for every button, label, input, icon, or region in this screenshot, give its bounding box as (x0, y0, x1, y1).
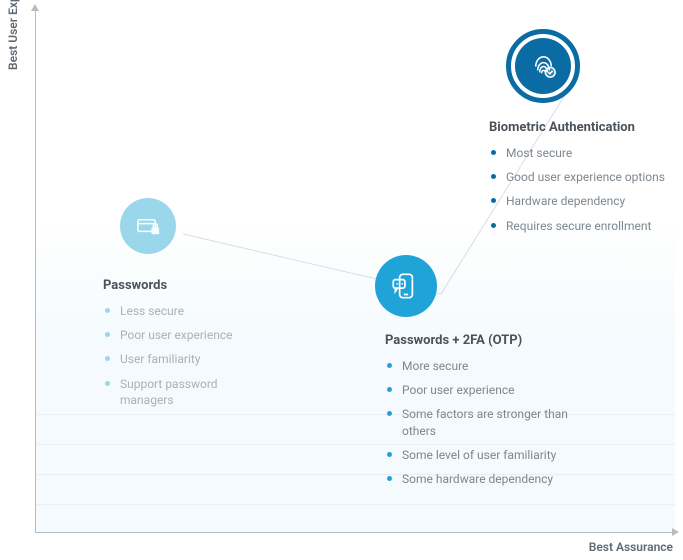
fingerprint-check-icon (528, 51, 559, 82)
bullet-text: Most secure (506, 145, 683, 161)
phone-chat-icon (389, 269, 423, 303)
bullet-icon (105, 356, 110, 361)
bullet-text: Hardware dependency (506, 193, 683, 209)
passwords-node (120, 198, 176, 254)
passwords-2fa-block: Passwords + 2FA (OTP) More secure Poor use… (385, 333, 585, 495)
passwords-title: Passwords (103, 278, 273, 293)
list-item: Some hardware dependency (387, 471, 585, 487)
list-item: Most secure (491, 145, 683, 161)
bullet-text: Poor user experience (402, 382, 585, 398)
bullet-icon (387, 387, 392, 392)
bullet-icon (105, 308, 110, 313)
bullet-text: Requires secure enrollment (506, 218, 683, 234)
x-axis-arrow (672, 528, 679, 536)
list-item: Support password managers (105, 376, 273, 408)
card-lock-icon (133, 211, 164, 242)
x-axis (35, 532, 675, 533)
passwords-list: Less secure Poor user experience User fami… (103, 303, 273, 408)
bullet-icon (387, 476, 392, 481)
bullet-text: More secure (402, 358, 585, 374)
bullet-icon (491, 223, 496, 228)
passwords-2fa-title: Passwords + 2FA (OTP) (385, 333, 585, 348)
biometric-node (515, 38, 571, 94)
list-item: Some level of user familiarity (387, 447, 585, 463)
bullet-icon (105, 332, 110, 337)
bullet-icon (491, 150, 496, 155)
bullet-icon (491, 174, 496, 179)
y-axis-arrow (31, 4, 39, 11)
list-item: Good user experience options (491, 169, 683, 185)
list-item: Poor user experience (387, 382, 585, 398)
passwords-2fa-list: More secure Poor user experience Some fact… (385, 358, 585, 487)
y-axis-label: Best User Experience (6, 0, 20, 70)
list-item: Less secure (105, 303, 273, 319)
bullet-text: Some hardware dependency (402, 471, 585, 487)
x-axis-label: Best Assurance (589, 540, 673, 554)
bullet-text: Some factors are stronger than others (402, 406, 585, 438)
y-axis (35, 8, 36, 533)
bullet-text: Support password managers (120, 376, 273, 408)
list-item: User familiarity (105, 351, 273, 367)
list-item: Requires secure enrollment (491, 218, 683, 234)
biometric-list: Most secure Good user experience options H… (489, 145, 683, 234)
bullet-icon (105, 381, 110, 386)
list-item: More secure (387, 358, 585, 374)
bullet-text: Good user experience options (506, 169, 683, 185)
list-item: Poor user experience (105, 327, 273, 343)
list-item: Hardware dependency (491, 193, 683, 209)
passwords-2fa-node (375, 255, 437, 317)
bullet-text: Less secure (120, 303, 273, 319)
bullet-icon (491, 198, 496, 203)
biometric-title: Biometric Authentication (489, 120, 683, 135)
list-item: Some factors are stronger than others (387, 406, 585, 438)
bullet-text: Poor user experience (120, 327, 273, 343)
bullet-text: User familiarity (120, 351, 273, 367)
bullet-icon (387, 452, 392, 457)
bullet-icon (387, 411, 392, 416)
biometric-block: Biometric Authentication Most secure Good … (489, 120, 683, 242)
passwords-block: Passwords Less secure Poor user experience… (103, 278, 273, 416)
bullet-icon (387, 363, 392, 368)
bullet-text: Some level of user familiarity (402, 447, 585, 463)
